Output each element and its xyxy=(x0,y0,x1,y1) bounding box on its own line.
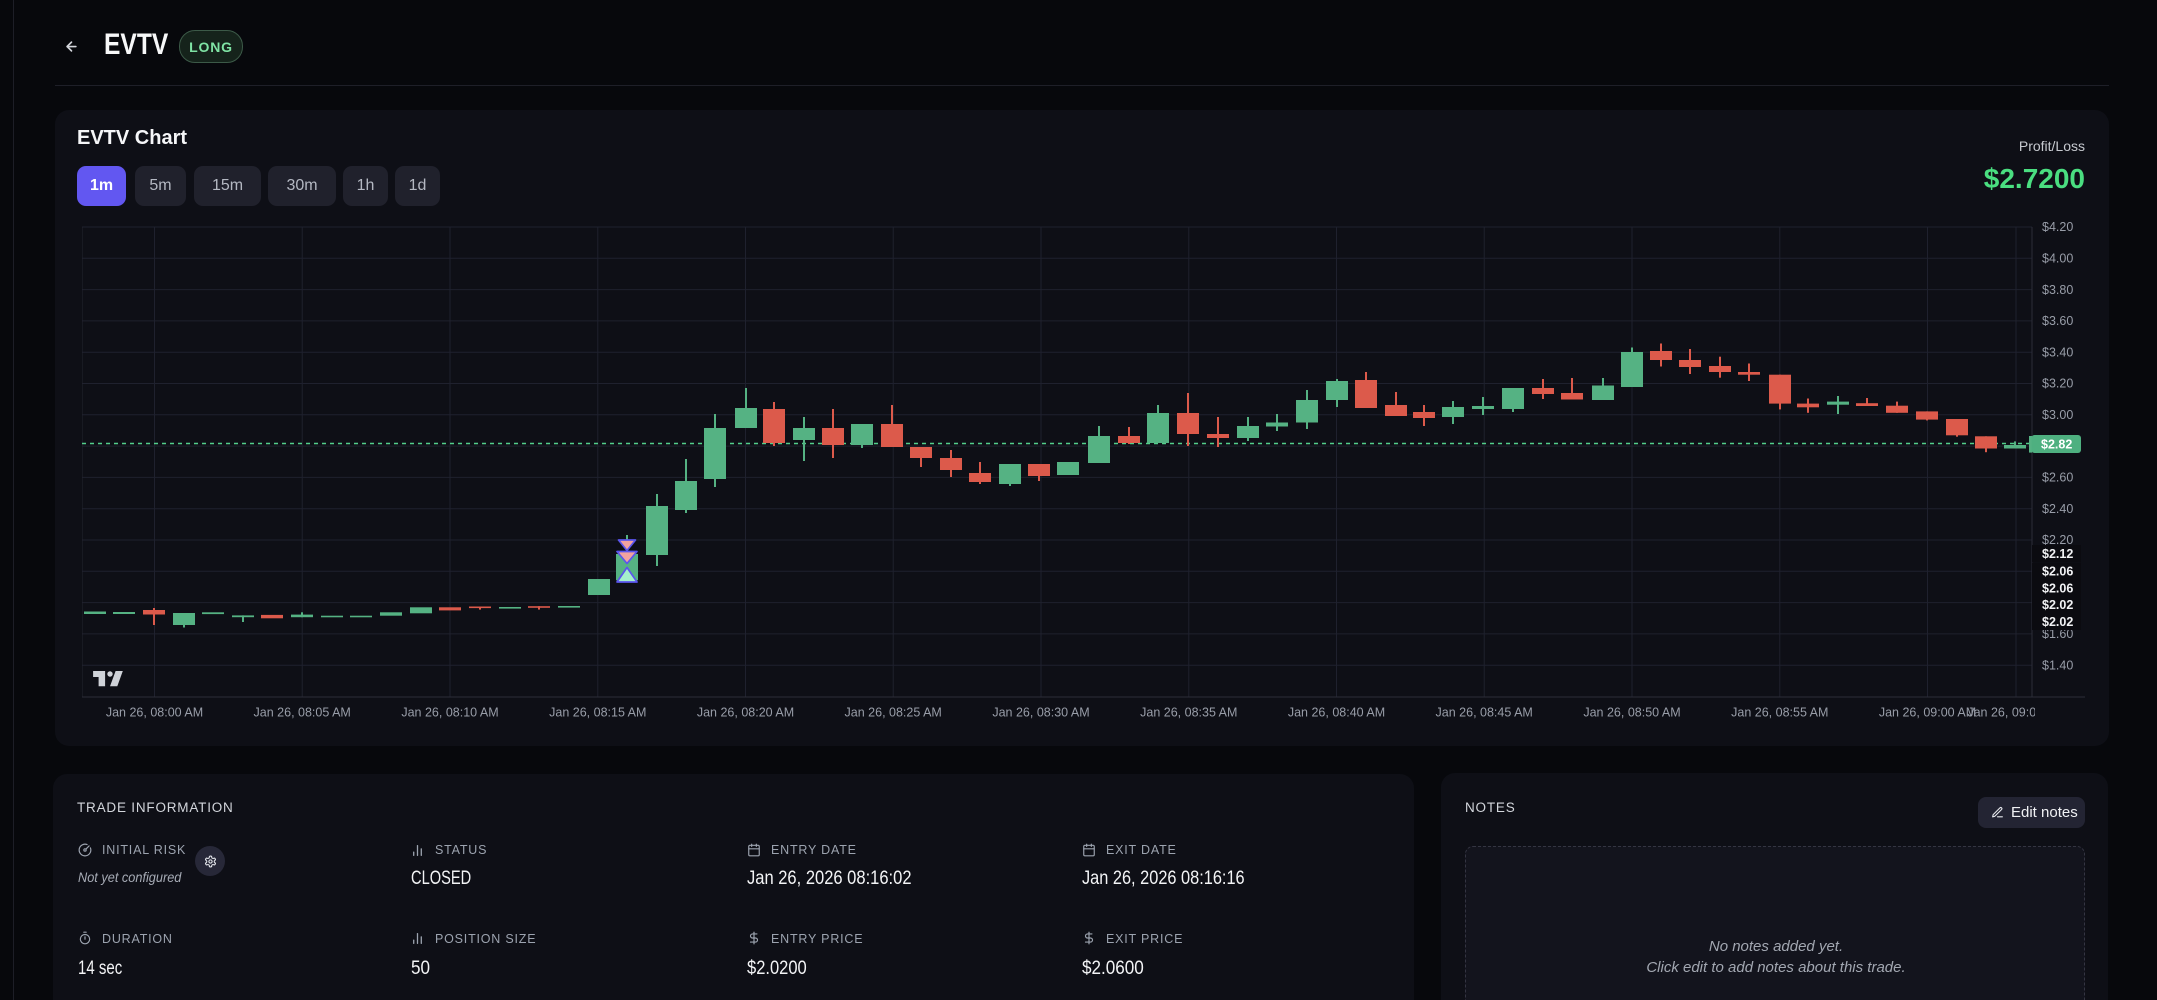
svg-text:$3.80: $3.80 xyxy=(2042,283,2073,297)
svg-text:$4.00: $4.00 xyxy=(2042,252,2073,266)
svg-text:$2.20: $2.20 xyxy=(2042,533,2073,547)
svg-text:Jan 26, 08:20 AM: Jan 26, 08:20 AM xyxy=(697,706,794,720)
svg-text:Jan 26, 08:00 AM: Jan 26, 08:00 AM xyxy=(106,706,203,720)
svg-text:$3.20: $3.20 xyxy=(2042,377,2073,391)
svg-text:Jan 26, 08:50 AM: Jan 26, 08:50 AM xyxy=(1583,706,1680,720)
svg-text:$2.06: $2.06 xyxy=(2042,564,2073,578)
svg-text:$2.82: $2.82 xyxy=(2041,438,2072,452)
svg-text:Jan 26, 08:35 AM: Jan 26, 08:35 AM xyxy=(1140,706,1237,720)
svg-text:Jan 26, 08:25 AM: Jan 26, 08:25 AM xyxy=(845,706,942,720)
svg-text:Jan 26, 08:40 AM: Jan 26, 08:40 AM xyxy=(1288,706,1385,720)
svg-text:$3.60: $3.60 xyxy=(2042,314,2073,328)
svg-text:$4.20: $4.20 xyxy=(2042,222,2073,234)
svg-text:Jan 26, 09:05 AM: Jan 26, 09:05 AM xyxy=(1967,706,2064,720)
svg-text:Jan 26, 09:00 AM: Jan 26, 09:00 AM xyxy=(1879,706,1976,720)
svg-text:Jan 26, 08:05 AM: Jan 26, 08:05 AM xyxy=(254,706,351,720)
svg-text:$3.40: $3.40 xyxy=(2042,345,2073,359)
svg-text:$3.00: $3.00 xyxy=(2042,408,2073,422)
svg-text:Jan 26, 08:10 AM: Jan 26, 08:10 AM xyxy=(401,706,498,720)
svg-text:Jan 26, 08:55 AM: Jan 26, 08:55 AM xyxy=(1731,706,1828,720)
svg-text:$2.06: $2.06 xyxy=(2042,581,2073,595)
svg-text:$2.40: $2.40 xyxy=(2042,502,2073,516)
svg-text:$2.02: $2.02 xyxy=(2042,615,2073,629)
svg-text:$1.40: $1.40 xyxy=(2042,658,2073,672)
svg-text:Jan 26, 08:30 AM: Jan 26, 08:30 AM xyxy=(992,706,1089,720)
svg-text:Jan 26, 08:15 AM: Jan 26, 08:15 AM xyxy=(549,706,646,720)
svg-text:$2.02: $2.02 xyxy=(2042,598,2073,612)
svg-text:Jan 26, 08:45 AM: Jan 26, 08:45 AM xyxy=(1436,706,1533,720)
svg-text:$2.60: $2.60 xyxy=(2042,471,2073,485)
svg-text:$1.60: $1.60 xyxy=(2042,627,2073,641)
svg-text:$2.12: $2.12 xyxy=(2042,547,2073,561)
